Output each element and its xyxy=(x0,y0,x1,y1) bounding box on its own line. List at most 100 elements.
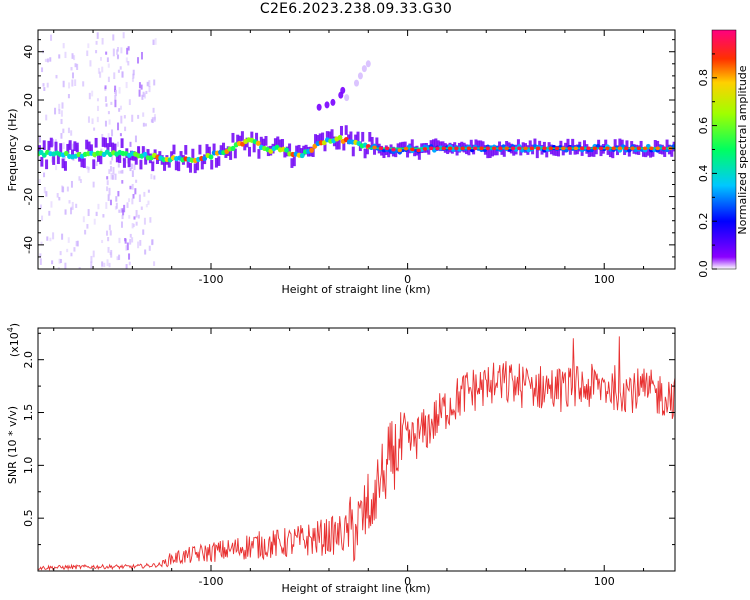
noise-speckle xyxy=(135,210,138,218)
envelope-cell xyxy=(521,142,525,152)
noise-speckle xyxy=(124,238,127,242)
noise-speckle xyxy=(118,209,121,213)
envelope-cell xyxy=(599,146,603,157)
snr-scale-label: (x104) xyxy=(6,323,21,357)
x-tick-label: 100 xyxy=(594,575,615,588)
noise-speckle xyxy=(63,156,66,164)
ridge-peak xyxy=(586,146,591,151)
noise-speckle xyxy=(138,194,141,203)
noise-speckle xyxy=(131,237,134,243)
envelope-cell xyxy=(498,141,502,152)
noise-speckle xyxy=(43,172,46,178)
spectrogram-ylabel: Frequency (Hz) xyxy=(6,109,19,192)
noise-speckle xyxy=(73,55,76,61)
noise-speckle xyxy=(58,103,61,111)
ridge-peak xyxy=(454,146,459,151)
noise-speckle xyxy=(126,202,129,208)
envelope-cell xyxy=(231,132,235,143)
noise-speckle xyxy=(48,210,51,216)
noise-speckle xyxy=(117,122,120,131)
noise-speckle xyxy=(62,186,65,193)
noise-speckle xyxy=(95,50,98,54)
envelope-cell xyxy=(236,134,240,145)
envelope-cell xyxy=(490,146,494,157)
envelope-cell xyxy=(467,145,471,156)
envelope-cell xyxy=(276,136,280,147)
envelope-cell xyxy=(139,159,143,170)
colorbar-gradient xyxy=(711,29,737,270)
colorbar-label: Normalized spectral amplitude xyxy=(736,65,749,234)
spectrogram-data xyxy=(38,32,675,269)
envelope-cell xyxy=(96,152,100,162)
noise-speckle xyxy=(96,32,99,39)
noise-speckle xyxy=(57,267,60,269)
noise-speckle xyxy=(110,172,113,180)
ridge-cell xyxy=(321,140,327,146)
ridge-peak xyxy=(567,146,572,151)
envelope-cell xyxy=(314,134,318,144)
noise-speckle xyxy=(92,181,95,188)
noise-speckle xyxy=(118,87,121,94)
envelope-cell xyxy=(351,146,355,157)
noise-speckle xyxy=(60,258,63,263)
envelope-cell xyxy=(431,139,435,150)
snr-frame xyxy=(37,327,676,572)
noise-speckle xyxy=(62,128,65,134)
noise-speckle xyxy=(134,188,137,195)
envelope-cell xyxy=(566,138,570,149)
noise-speckle xyxy=(143,191,146,197)
envelope-cell xyxy=(479,140,483,151)
envelope-cell xyxy=(101,137,105,147)
noise-speckle xyxy=(55,74,58,79)
envelope-cell xyxy=(354,134,358,145)
noise-speckle xyxy=(104,120,107,127)
envelope-cell xyxy=(111,142,115,153)
noise-speckle xyxy=(87,209,90,217)
noise-speckle xyxy=(115,196,118,202)
noise-speckle xyxy=(61,233,64,240)
noise-speckle xyxy=(79,179,82,184)
envelope-cell xyxy=(474,139,478,150)
noise-speckle xyxy=(101,239,104,244)
envelope-cell xyxy=(163,161,167,171)
ridge-peak xyxy=(554,146,560,151)
noise-speckle xyxy=(75,240,78,247)
noise-speckle xyxy=(97,67,100,74)
noise-speckle xyxy=(55,165,58,171)
noise-speckle xyxy=(121,180,124,184)
noise-speckle xyxy=(118,254,121,260)
envelope-cell xyxy=(174,160,178,171)
envelope-cell xyxy=(512,146,516,156)
envelope-cell xyxy=(587,147,591,158)
envelope-cell xyxy=(205,144,209,154)
envelope-cell xyxy=(604,139,608,150)
ridge-peak xyxy=(636,146,642,151)
noise-speckle xyxy=(59,251,62,256)
noise-speckle xyxy=(93,218,96,225)
envelope-cell xyxy=(434,138,438,149)
noise-speckle xyxy=(131,223,134,229)
noise-speckle xyxy=(68,82,71,89)
envelope-cell xyxy=(262,138,266,149)
ridge-peak xyxy=(510,146,516,151)
noise-speckle xyxy=(95,161,98,166)
envelope-cell xyxy=(63,161,67,171)
noise-speckle xyxy=(88,92,91,100)
noise-speckle xyxy=(119,105,122,110)
envelope-cell xyxy=(436,140,440,150)
noise-speckle xyxy=(109,160,112,165)
envelope-cell xyxy=(247,146,251,157)
noise-speckle xyxy=(126,47,129,55)
y-tick-label: 1.0 xyxy=(22,457,35,475)
snr-axes: -100 0 100 0.5 1.0 1.5 2.0 xyxy=(22,328,675,588)
envelope-cell xyxy=(85,139,89,150)
noise-speckle xyxy=(148,80,151,87)
envelope-cell xyxy=(290,158,294,168)
envelope-cell xyxy=(75,142,79,153)
noise-speckle xyxy=(97,203,100,210)
noise-speckle xyxy=(128,261,131,266)
noise-speckle xyxy=(131,77,134,82)
noise-speckle xyxy=(140,206,143,210)
envelope-cell xyxy=(257,149,261,159)
envelope-cell xyxy=(92,159,96,170)
